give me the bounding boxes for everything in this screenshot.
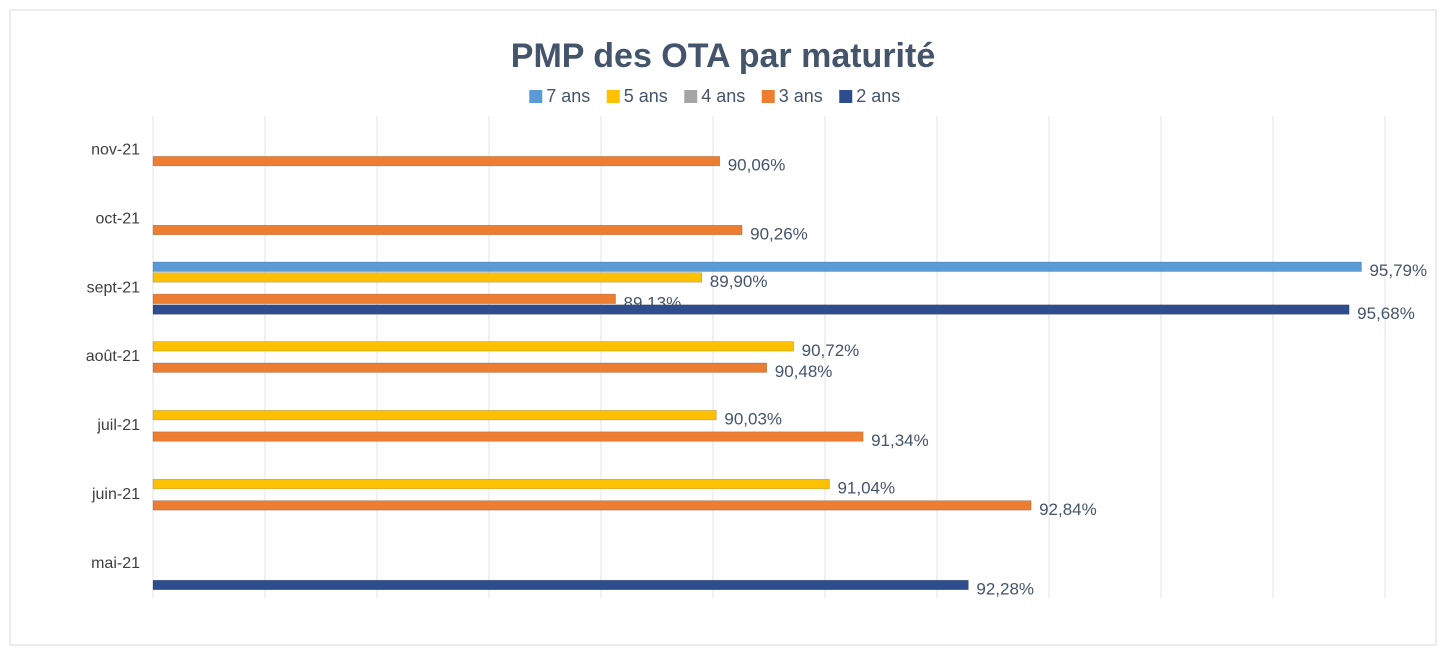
legend-swatch	[839, 90, 853, 103]
bar	[152, 261, 1362, 272]
legend-swatch	[529, 90, 543, 103]
y-tick-label: oct-21	[96, 211, 141, 228]
y-tick-label: sept-21	[87, 279, 140, 296]
bar	[152, 224, 743, 236]
y-tick-label: juin-21	[91, 486, 140, 503]
bar	[152, 156, 721, 167]
bar	[152, 478, 830, 490]
data-label: 90,72%	[802, 341, 860, 360]
legend-label: 3 ans	[779, 86, 823, 106]
y-tick-label: mai-21	[91, 555, 140, 572]
y-tick-label: nov-21	[91, 142, 140, 159]
legend-label: 4 ans	[701, 86, 745, 106]
bar	[152, 362, 768, 373]
y-tick-label: juil-21	[96, 417, 140, 434]
legend-swatch	[761, 90, 775, 103]
bar	[152, 500, 1032, 511]
legend-label: 2 ans	[856, 86, 900, 106]
data-label: 95,79%	[1369, 261, 1427, 280]
chart-title: PMP des OTA par maturité	[511, 37, 935, 75]
bar	[152, 410, 717, 421]
bar	[152, 579, 969, 591]
data-label: 91,04%	[837, 478, 895, 497]
data-label: 92,28%	[976, 579, 1034, 598]
legend-swatch	[606, 90, 620, 103]
data-label: 95,68%	[1357, 304, 1415, 323]
bar	[152, 431, 864, 442]
data-label: 92,84%	[1039, 500, 1097, 519]
y-tick-label: août-21	[86, 348, 140, 365]
bar	[152, 304, 1350, 315]
data-label: 90,26%	[750, 224, 808, 243]
chart-border	[9, 9, 1437, 646]
data-label: 90,06%	[728, 156, 786, 175]
data-label: 90,48%	[775, 362, 833, 381]
bar	[152, 272, 703, 283]
legend-label: 7 ans	[546, 86, 590, 106]
legend-label: 5 ans	[624, 86, 668, 106]
data-label: 89,90%	[710, 272, 768, 291]
legend-swatch	[684, 90, 698, 103]
data-label: 91,34%	[871, 431, 929, 450]
data-label: 90,03%	[724, 410, 782, 429]
bar	[152, 341, 794, 352]
bar	[152, 293, 616, 304]
